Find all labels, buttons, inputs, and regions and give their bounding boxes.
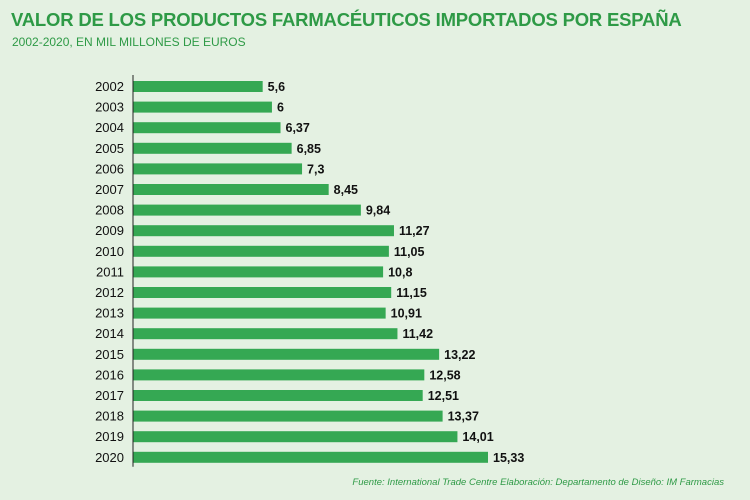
bar <box>133 451 488 463</box>
chart-subtitle: 2002-2020, EN MIL MILLONES DE EUROS <box>12 35 246 49</box>
year-tick-label: 2020 <box>95 450 124 465</box>
bar <box>133 184 329 195</box>
year-tick-label: 2015 <box>95 347 124 362</box>
year-tick-label: 2011 <box>96 264 124 279</box>
year-tick-label: 2004 <box>95 120 124 135</box>
bar <box>133 390 423 401</box>
bar <box>133 266 384 278</box>
bar <box>133 410 443 422</box>
bar-value-label: 9,84 <box>366 204 390 218</box>
bar <box>133 81 263 92</box>
bar-value-label: 8,45 <box>334 183 358 197</box>
bar-value-label: 11,05 <box>394 245 425 259</box>
bar <box>133 287 392 298</box>
year-tick-label: 2005 <box>95 141 124 156</box>
bar <box>133 431 458 443</box>
bar-value-label: 7,3 <box>307 162 324 176</box>
chart-title: VALOR DE LOS PRODUCTOS FARMACÉUTICOS IMP… <box>11 9 682 30</box>
year-tick-label: 2018 <box>95 409 124 424</box>
bar-value-label: 11,15 <box>396 286 427 300</box>
bar <box>133 328 398 340</box>
bar <box>133 163 303 175</box>
bar <box>133 307 386 319</box>
bar <box>133 204 361 216</box>
bar-value-label: 11,27 <box>399 224 430 238</box>
bar-value-label: 12,51 <box>428 389 459 403</box>
year-tick-label: 2016 <box>95 367 124 382</box>
bar <box>133 348 440 360</box>
year-tick-label: 2017 <box>95 388 124 403</box>
bar-value-label: 6,85 <box>297 142 321 156</box>
year-tick-label: 2010 <box>95 244 124 259</box>
bar <box>133 122 281 134</box>
bar-value-label: 13,22 <box>444 348 475 362</box>
bar-value-label: 15,33 <box>493 451 524 465</box>
year-tick-label: 2014 <box>95 326 124 341</box>
bar <box>133 369 425 381</box>
bar <box>133 245 389 257</box>
bar-value-label: 11,42 <box>402 327 433 341</box>
bar-value-label: 10,8 <box>388 265 412 279</box>
year-tick-label: 2013 <box>95 306 124 321</box>
year-tick-label: 2009 <box>95 223 124 238</box>
year-tick-label: 2008 <box>95 203 124 218</box>
bar-value-label: 12,58 <box>429 368 460 382</box>
year-tick-label: 2006 <box>95 161 124 176</box>
year-tick-label: 2003 <box>95 100 124 115</box>
year-tick-label: 2002 <box>95 79 124 94</box>
bar-value-label: 14,01 <box>462 430 493 444</box>
bar-value-label: 6,37 <box>286 121 310 135</box>
bar <box>133 101 272 113</box>
year-tick-label: 2007 <box>95 182 124 197</box>
bar <box>133 225 394 237</box>
year-tick-label: 2019 <box>95 429 124 444</box>
bar-value-label: 10,91 <box>391 307 422 321</box>
year-tick-label: 2012 <box>95 285 124 300</box>
bar-value-label: 5,6 <box>268 80 285 94</box>
bar <box>133 142 292 154</box>
bar-value-label: 6 <box>277 101 284 115</box>
source-note: Fuente: International Trade Centre Elabo… <box>352 477 724 488</box>
bar-value-label: 13,37 <box>448 410 479 424</box>
